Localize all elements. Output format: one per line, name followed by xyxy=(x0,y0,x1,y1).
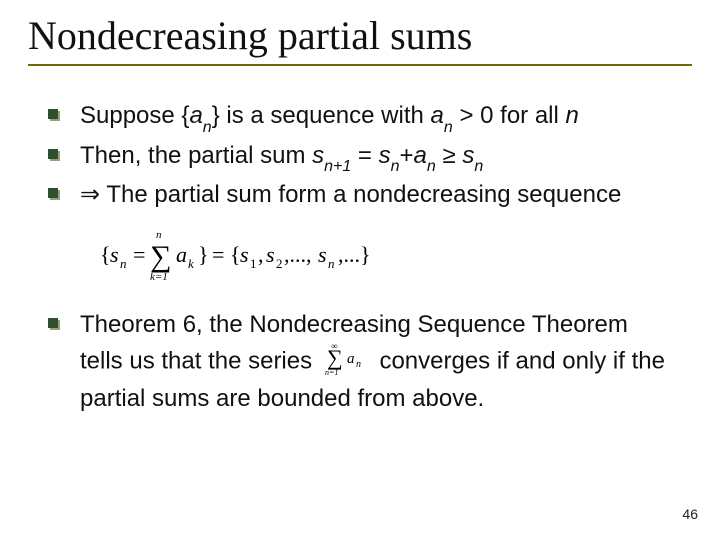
bullet-text: Suppose {an} is a sequence with an > 0 f… xyxy=(80,100,579,136)
svg-text:=: = xyxy=(212,242,224,267)
svg-text:=: = xyxy=(133,242,145,267)
sub-n: n xyxy=(391,158,400,175)
bullet-item: Theorem 6, the Nondecreasing Sequence Th… xyxy=(48,309,692,414)
svg-text:a: a xyxy=(347,351,355,367)
svg-text:{: { xyxy=(230,242,241,267)
implies-symbol: ⇒ xyxy=(80,181,100,208)
svg-text:a: a xyxy=(176,242,187,267)
svg-text:n: n xyxy=(120,256,127,271)
bullet-text: Theorem 6, the Nondecreasing Sequence Th… xyxy=(80,309,670,414)
sub-n: n xyxy=(427,158,436,175)
svg-text:2: 2 xyxy=(276,256,283,271)
spacer xyxy=(48,291,692,309)
content-area: Suppose {an} is a sequence with an > 0 f… xyxy=(0,66,692,414)
square-bullet-icon xyxy=(48,149,60,161)
text-fragment: Theorem 6, the Nondecreasing Sequence Th… xyxy=(80,311,628,338)
text-fragment: > 0 for all xyxy=(453,102,566,129)
text-fragment: } is a sequence with xyxy=(212,102,431,129)
page-number: 46 xyxy=(682,506,698,522)
page-title: Nondecreasing partial sums xyxy=(28,14,692,58)
svg-text:s: s xyxy=(240,242,249,267)
svg-text:n: n xyxy=(356,359,361,370)
title-block: Nondecreasing partial sums xyxy=(0,14,692,66)
square-bullet-icon xyxy=(48,188,60,200)
bullet-text: ⇒ The partial sum form a nondecreasing s… xyxy=(80,179,621,210)
inline-sum-formula: ∑ ∞ n=1 a n xyxy=(325,341,367,383)
square-bullet-icon xyxy=(48,318,60,330)
svg-text:∞: ∞ xyxy=(331,341,337,351)
text-fragment: = xyxy=(351,142,378,169)
formula-sn-definition: { s n = ∑ n k=1 a k } = { s 1 , s 2 ,...… xyxy=(100,226,692,287)
text-fragment: Suppose { xyxy=(80,102,189,129)
svg-text:n: n xyxy=(328,256,335,271)
slide: Nondecreasing partial sums Suppose {an} … xyxy=(0,0,720,540)
svg-text:,...}: ,...} xyxy=(338,242,371,267)
var-a: a xyxy=(189,102,202,129)
bullet-item: ⇒ The partial sum form a nondecreasing s… xyxy=(48,179,692,210)
svg-text:n: n xyxy=(156,229,162,241)
text-fragment: The partial sum form a nondecreasing seq… xyxy=(100,181,621,208)
var-n: n xyxy=(566,102,579,129)
svg-text:∑: ∑ xyxy=(150,240,171,273)
square-bullet-icon xyxy=(48,109,60,121)
text-fragment: + xyxy=(400,142,414,169)
svg-text:s: s xyxy=(266,242,275,267)
sub-n: n xyxy=(444,119,453,136)
svg-text:s: s xyxy=(110,242,119,267)
bullet-item: Suppose {an} is a sequence with an > 0 f… xyxy=(48,100,692,136)
bullet-text: Then, the partial sum sn+1 = sn+an ≥ sn xyxy=(80,140,483,176)
svg-text:{: { xyxy=(100,242,111,267)
var-s: s xyxy=(312,142,324,169)
var-s: s xyxy=(462,142,474,169)
svg-text:k: k xyxy=(188,256,194,271)
bullet-item: Then, the partial sum sn+1 = sn+an ≥ sn xyxy=(48,140,692,176)
svg-text:,...,: ,..., xyxy=(284,242,312,267)
sub-n: n xyxy=(474,158,483,175)
svg-text:n=1: n=1 xyxy=(325,368,338,375)
sub-n: n xyxy=(203,119,212,136)
sub-nplus1: n+1 xyxy=(324,158,351,175)
var-a: a xyxy=(431,102,444,129)
svg-text:,: , xyxy=(258,242,264,267)
text-fragment: tells us that the series xyxy=(80,347,319,374)
svg-text:1: 1 xyxy=(250,256,257,271)
var-s: s xyxy=(379,142,391,169)
var-a: a xyxy=(414,142,427,169)
svg-text:k=1: k=1 xyxy=(150,271,168,282)
svg-text:s: s xyxy=(318,242,327,267)
text-fragment: ≥ xyxy=(436,142,463,169)
svg-text:}: } xyxy=(198,242,209,267)
text-fragment: Then, the partial sum xyxy=(80,142,312,169)
